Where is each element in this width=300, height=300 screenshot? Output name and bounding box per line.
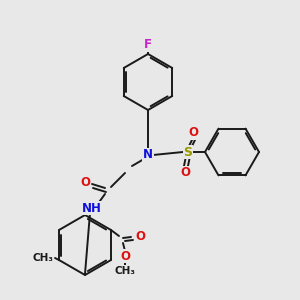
Text: N: N [143, 148, 153, 161]
Text: S: S [184, 146, 193, 158]
Text: CH₃: CH₃ [115, 266, 136, 276]
Text: O: O [135, 230, 145, 242]
Text: O: O [180, 167, 190, 179]
Text: NH: NH [82, 202, 102, 214]
Text: O: O [188, 127, 198, 140]
Text: O: O [120, 250, 130, 262]
Text: CH₃: CH₃ [32, 253, 53, 263]
Text: O: O [80, 176, 90, 190]
Text: F: F [144, 38, 152, 52]
